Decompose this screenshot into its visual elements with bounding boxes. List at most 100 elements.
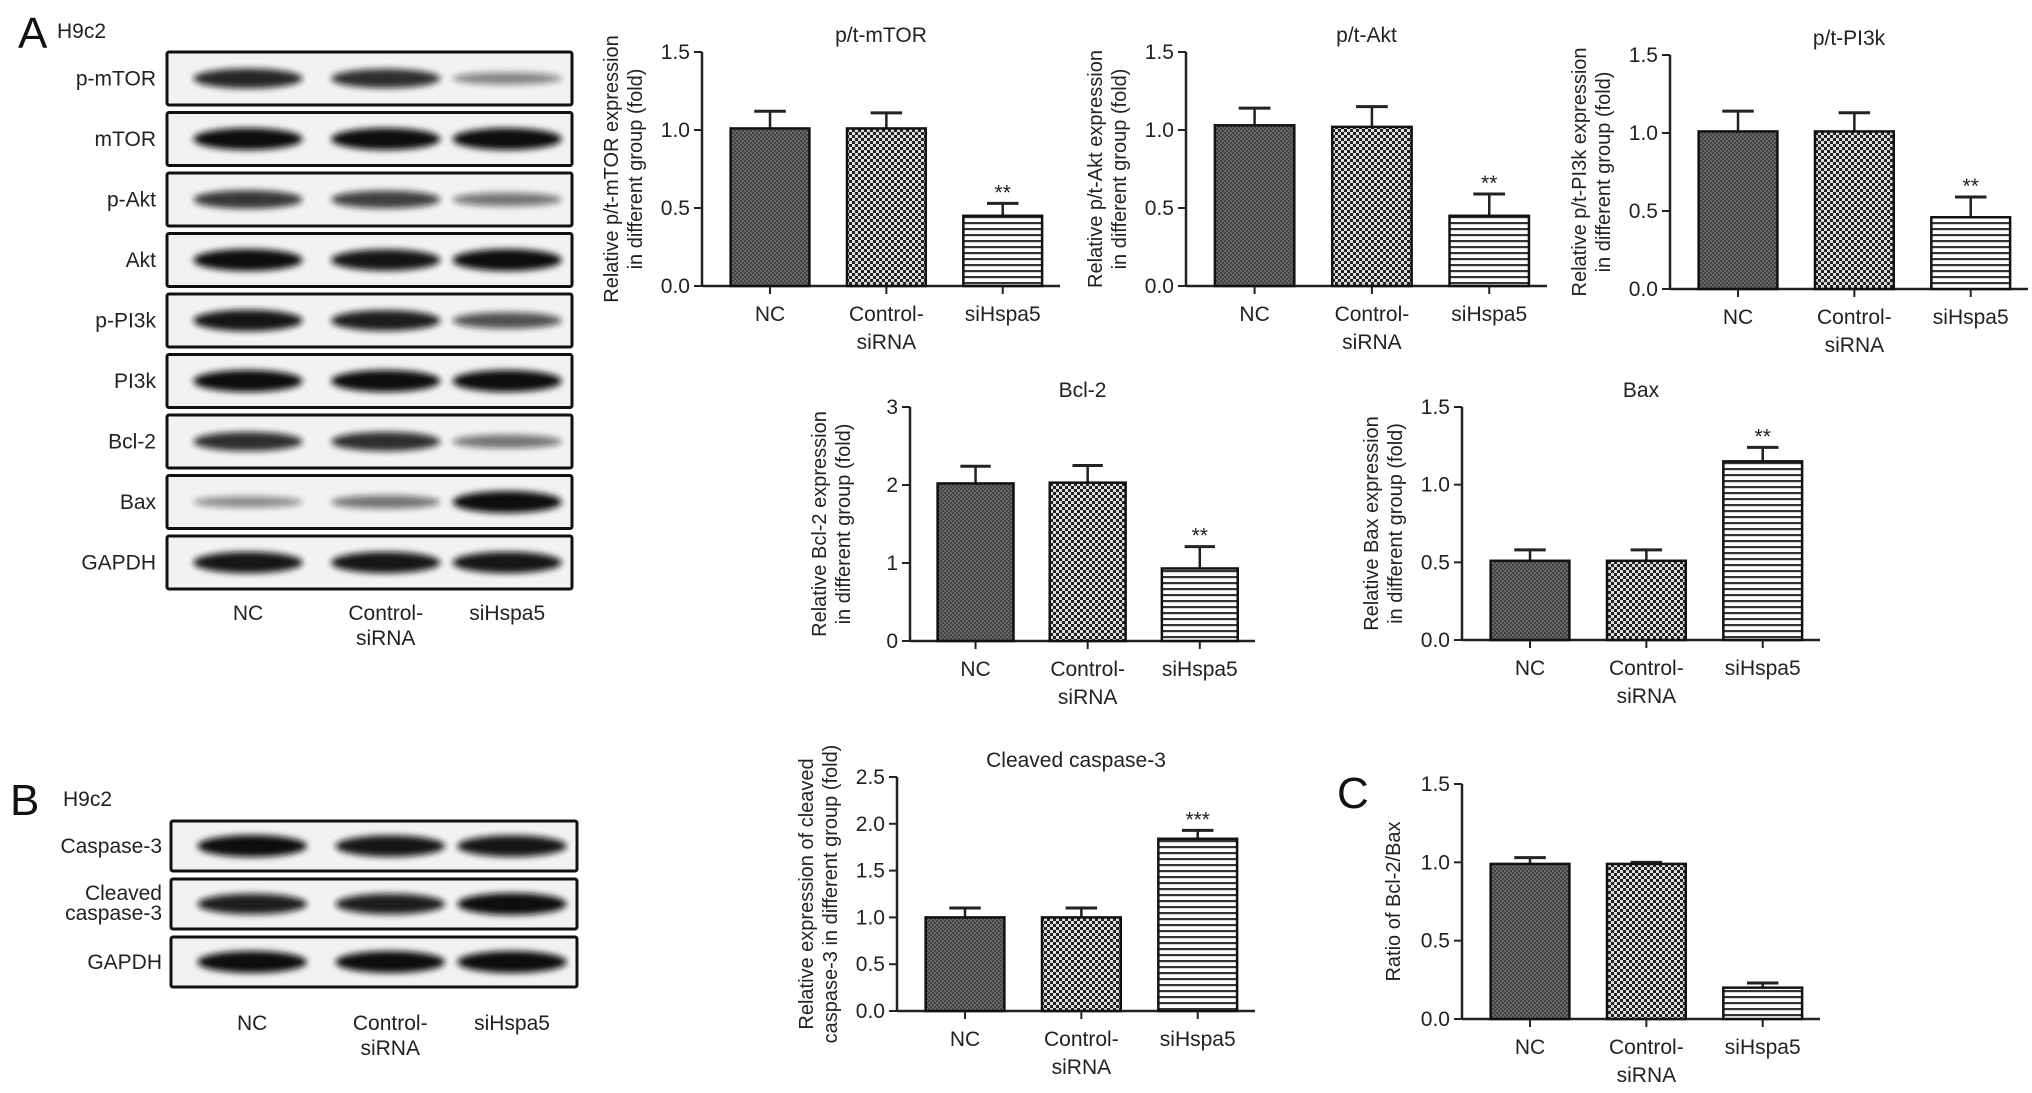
x-tick-label: siRNA bbox=[1617, 685, 1677, 708]
y-axis-label-line: Relative p/t-PI3k expression bbox=[1569, 47, 1591, 296]
y-axis-label-line: Ratio of Bcl-2/Bax bbox=[1383, 821, 1405, 981]
blot-label: caspase-3 bbox=[65, 902, 162, 925]
significance-marker: ** bbox=[995, 181, 1011, 204]
y-axis-label: Relative p/t-Akt expression in different … bbox=[1085, 50, 1131, 288]
blot-band bbox=[193, 431, 303, 452]
y-axis-label-line: Relative expression of cleaved bbox=[796, 758, 818, 1029]
blot-band bbox=[452, 128, 562, 150]
y-tick-label: 0 bbox=[886, 630, 898, 653]
x-tick-label: Control- bbox=[1044, 1028, 1119, 1051]
blot-band bbox=[193, 496, 303, 508]
bar bbox=[962, 214, 1044, 288]
y-tick-label: 1.5 bbox=[1421, 396, 1450, 419]
x-tick-label: siRNA bbox=[857, 331, 917, 354]
y-tick-label: 0.5 bbox=[661, 197, 690, 220]
blot-label: Cleaved bbox=[85, 882, 162, 905]
y-axis-label-line: in different group (fold) bbox=[1593, 72, 1615, 273]
x-tick-label: siHspa5 bbox=[1725, 657, 1801, 680]
blot-band bbox=[193, 249, 303, 271]
y-tick-label: 0.0 bbox=[1421, 629, 1450, 652]
y-tick-label: 1.0 bbox=[661, 119, 690, 142]
blot-row: mTOR bbox=[95, 111, 574, 167]
bar bbox=[1722, 460, 1804, 642]
bar bbox=[1213, 124, 1296, 288]
significance-marker: ** bbox=[1192, 525, 1208, 548]
y-tick-label: 0.5 bbox=[1421, 551, 1450, 574]
bar-chart-1: p/t-mTOR 0.0 0.5 1.0 1.5 Relative p/t-mTOR ex… bbox=[601, 24, 1060, 354]
y-tick-label: 2.5 bbox=[856, 766, 885, 789]
y-axis-label: Relative expression of cleaved caspase-3 … bbox=[796, 745, 842, 1044]
x-tick-label: siHspa5 bbox=[1725, 1036, 1801, 1059]
lane-label: NC bbox=[233, 602, 263, 625]
y-tick-label: 1.0 bbox=[1421, 474, 1450, 497]
blot-label: Bax bbox=[120, 491, 157, 514]
blot-band bbox=[452, 192, 562, 207]
significance-marker: ** bbox=[1755, 425, 1771, 448]
blot-row: Akt bbox=[126, 232, 574, 288]
y-axis-label: Relative p/t-mTOR expression in different… bbox=[601, 35, 647, 303]
blot-label: p-Akt bbox=[107, 189, 156, 212]
x-tick-label: Control- bbox=[1817, 306, 1892, 329]
blot-band bbox=[331, 128, 441, 150]
bar-chart-6: Cleaved caspase-3 0.0 0.5 1.0 1.5 2.0 2.5 Relat… bbox=[796, 745, 1255, 1079]
panel-label-c: C bbox=[1337, 769, 1369, 818]
blot-label: mTOR bbox=[95, 128, 156, 151]
chart-title: Cleaved caspase-3 bbox=[986, 749, 1166, 772]
y-axis-label: Relative Bax expression in different grou… bbox=[1361, 416, 1407, 631]
panel-label-a: A bbox=[18, 9, 48, 58]
y-tick-label: 0.0 bbox=[1421, 1008, 1450, 1031]
y-axis-label-line: in different group (fold) bbox=[1109, 69, 1131, 270]
lane-label: Control- bbox=[348, 602, 423, 625]
bar bbox=[1448, 214, 1531, 288]
y-tick-label: 0.5 bbox=[1421, 930, 1450, 953]
blot-label: PI3k bbox=[114, 370, 157, 393]
blot-band bbox=[331, 431, 441, 452]
blot-label: p-mTOR bbox=[76, 68, 156, 91]
blot-band bbox=[193, 128, 303, 150]
y-axis-label: Ratio of Bcl-2/Bax bbox=[1383, 821, 1405, 981]
blot-row: GAPDH bbox=[81, 534, 574, 591]
bar-chart-7: 0.0 0.5 1.0 1.5 Ratio of Bcl-2/Bax NC Control-… bbox=[1383, 773, 1820, 1087]
significance-marker: *** bbox=[1185, 808, 1210, 831]
blot-row: p-PI3k bbox=[95, 292, 574, 349]
bar bbox=[936, 482, 1015, 643]
y-tick-label: 0.0 bbox=[661, 275, 690, 298]
x-tick-label: siRNA bbox=[1058, 686, 1118, 709]
blot-band bbox=[452, 551, 562, 574]
significance-marker: ** bbox=[1963, 175, 1979, 198]
blot-band bbox=[335, 951, 446, 973]
y-axis-label-line: in different group (fold) bbox=[625, 69, 647, 270]
bar-chart-5: Bax 0.0 0.5 1.0 1.5 Relative Bax expression in… bbox=[1361, 379, 1820, 708]
cell-line-label: H9c2 bbox=[57, 20, 106, 43]
y-tick-label: 1.5 bbox=[1421, 773, 1450, 796]
blot-band bbox=[331, 68, 441, 89]
cell-line-label: H9c2 bbox=[63, 788, 112, 811]
blot-band bbox=[197, 893, 308, 915]
blot-band bbox=[452, 72, 562, 85]
y-tick-label: 0.0 bbox=[1629, 278, 1658, 301]
blot-label: GAPDH bbox=[81, 552, 156, 575]
lane-label: NC bbox=[237, 1012, 267, 1035]
lane-label: Control- bbox=[353, 1012, 428, 1035]
bar bbox=[924, 916, 1006, 1013]
blot-band bbox=[193, 551, 303, 574]
bar-chart-3: p/t-PI3k 0.0 0.5 1.0 1.5 Relative p/t-PI3k ex… bbox=[1569, 27, 2028, 357]
y-tick-label: 0.0 bbox=[856, 1000, 885, 1023]
blot-band bbox=[197, 951, 308, 973]
blot-band bbox=[197, 835, 308, 857]
y-axis-label-line: Relative Bax expression bbox=[1361, 416, 1383, 631]
blot-band bbox=[331, 310, 441, 331]
bar bbox=[1330, 125, 1413, 288]
blot-row: PI3k bbox=[114, 353, 574, 409]
chart-title: p/t-mTOR bbox=[835, 24, 927, 47]
blot-band bbox=[193, 68, 303, 89]
x-tick-label: siRNA bbox=[1052, 1056, 1112, 1079]
chart-title: p/t-PI3k bbox=[1813, 27, 1886, 50]
western-blot-a: H9c2 p-mTOR mTOR p-Akt Akt p-PI3k PI3k Bcl-2 Bax… bbox=[57, 20, 574, 650]
bar bbox=[1930, 215, 2012, 291]
blot-band bbox=[457, 893, 567, 915]
x-tick-label: siHspa5 bbox=[1933, 306, 2009, 329]
lane-label: siRNA bbox=[356, 627, 416, 650]
